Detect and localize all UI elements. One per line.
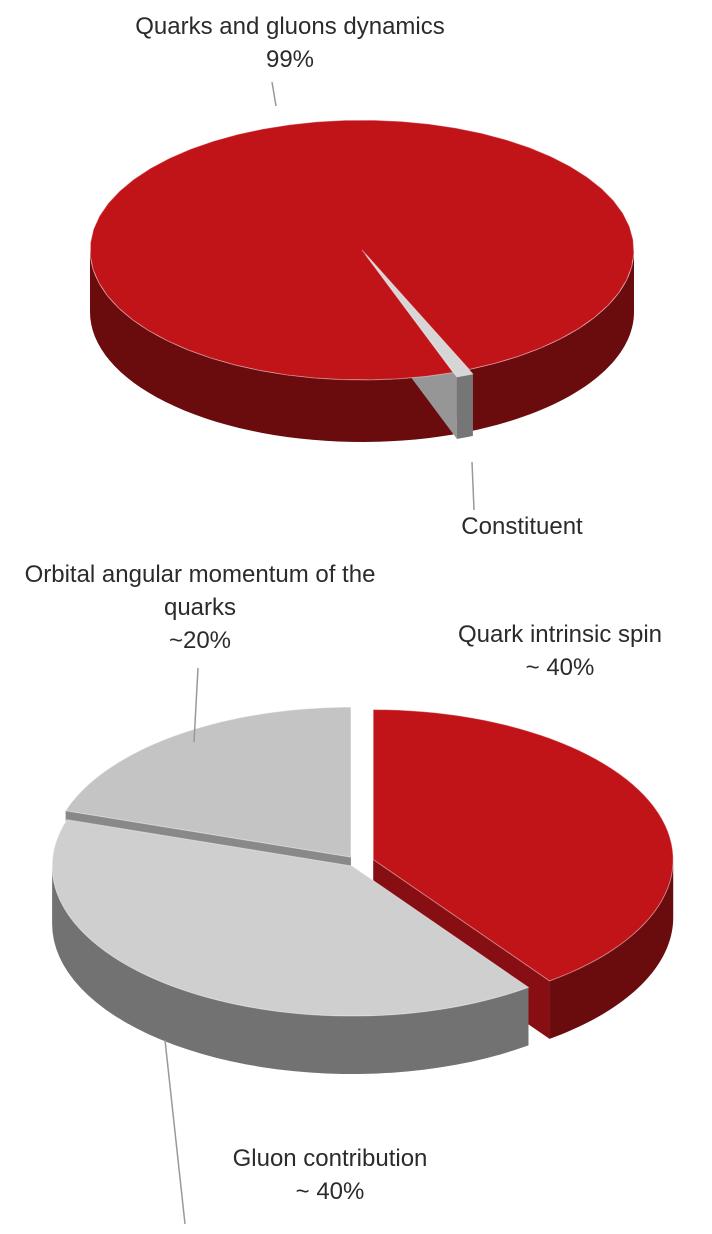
slice [51,819,530,1017]
slice-side [469,250,634,432]
pie [89,119,635,442]
pie [51,706,674,1075]
slice-label: Quark intrinsic spin [457,621,663,648]
slice-label: Constituent [461,513,583,540]
slice-side [549,859,674,1039]
slice-side [456,373,473,439]
value-label: 99% [265,46,315,73]
slice [365,254,474,378]
slice-label: Orbital angular momentum of the quarks [24,561,376,621]
slice [372,709,674,982]
slice-side [90,250,454,442]
leader-line [164,1039,186,1225]
slice [89,119,635,381]
leader-line [471,461,475,511]
value-label: ~20% [168,627,232,654]
slice-side [52,866,529,1075]
leader-line [193,667,199,743]
leader-line [271,81,277,107]
value-label: ~ 40% [295,1178,365,1205]
slice-label: Gluon contribution [232,1145,428,1172]
value-label: ~ 40% [525,654,595,681]
slice [64,706,352,858]
slice-label: Quarks and gluons dynamics [135,13,445,40]
